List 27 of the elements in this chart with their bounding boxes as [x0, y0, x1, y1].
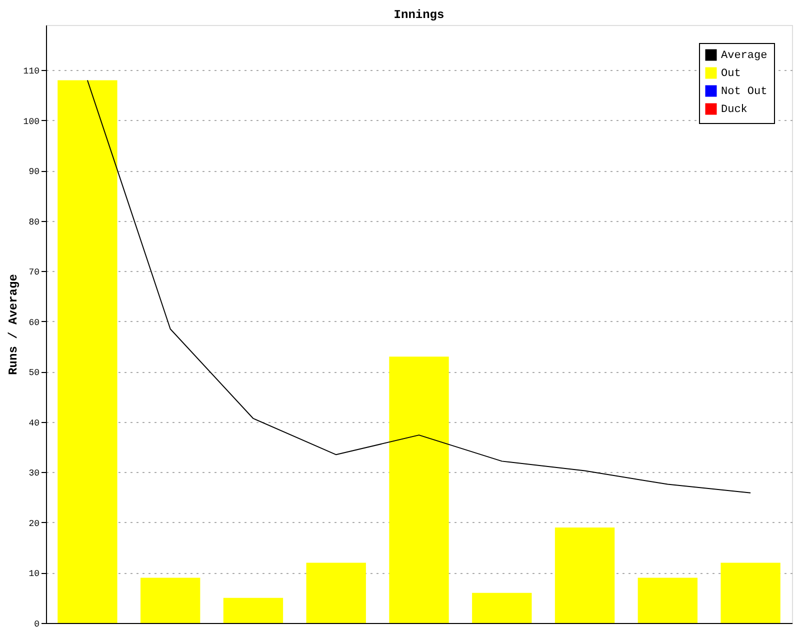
- y-tick-label: 60: [28, 318, 40, 328]
- y-tick-label: 70: [28, 268, 40, 278]
- y-tick-label: 20: [28, 518, 40, 529]
- bar: [223, 598, 284, 623]
- bar: [638, 578, 698, 623]
- bar: [389, 356, 449, 623]
- bar: [472, 592, 532, 623]
- y-tick-label: 50: [28, 368, 40, 378]
- bar: [306, 562, 366, 623]
- bar: [554, 528, 615, 623]
- y-tick-label: 40: [28, 418, 40, 428]
- y-tick-label: 30: [28, 468, 40, 479]
- y-tick-label: 110: [23, 66, 40, 77]
- y-axis-title: Runs / Average: [6, 274, 20, 375]
- y-tick-label: 90: [28, 167, 40, 178]
- legend-label: Out: [721, 68, 741, 80]
- y-tick-label: 10: [28, 569, 40, 580]
- bar: [720, 562, 780, 623]
- y-tick-label: 100: [23, 116, 40, 127]
- legend-label: Duck: [721, 104, 748, 116]
- bar: [58, 80, 118, 623]
- chart-title: Innings: [394, 8, 444, 22]
- legend-label: Not Out: [721, 86, 768, 98]
- legend-label: Average: [721, 50, 768, 62]
- y-tick-label: 80: [28, 217, 40, 228]
- y-tick-label: 0: [34, 620, 40, 630]
- bar: [140, 578, 200, 623]
